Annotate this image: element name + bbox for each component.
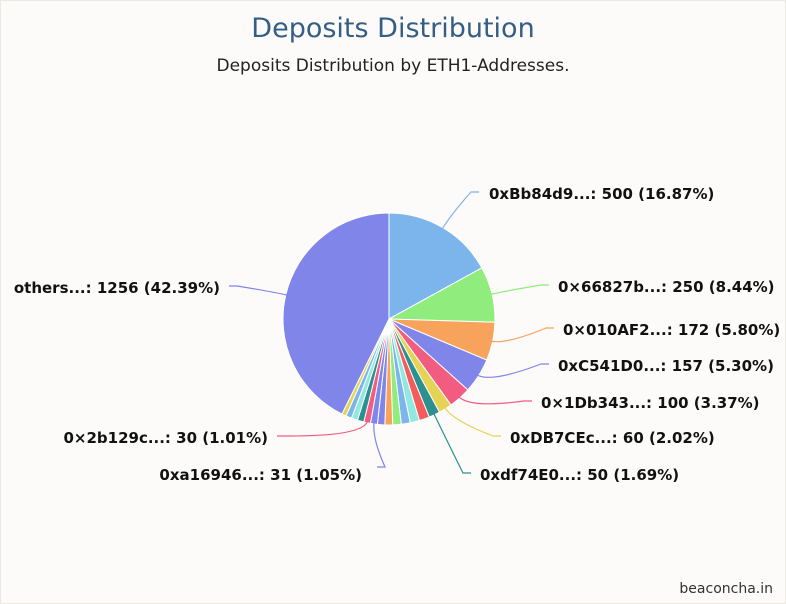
label-connector (373, 421, 386, 468)
label-connector (476, 363, 549, 378)
credits-link[interactable]: beaconcha.in (679, 581, 773, 597)
slice-data-label: others...: 1256 (42.39%) (14, 279, 220, 297)
label-connector (458, 395, 532, 405)
label-connector (489, 284, 549, 296)
slice-data-label: 0xDB7CEc...: 60 (2.02%) (510, 429, 715, 447)
slice-data-label: 0×010AF2...: 172 (5.80%) (563, 321, 780, 339)
chart-subtitle: Deposits Distribution by ETH1-Addresses. (216, 56, 570, 76)
slice-data-label: 0×1Db343...: 100 (3.37%) (541, 394, 760, 412)
chart-title: Deposits Distribution (251, 13, 535, 44)
slice-data-label: 0xBb84d9...: 500 (16.87%) (489, 185, 714, 203)
label-connector (433, 412, 471, 474)
label-connector (441, 191, 479, 230)
slice-data-label: 0xdf74E0...: 50 (1.69%) (480, 466, 679, 484)
label-connector (443, 406, 501, 437)
slice-data-label: 0xa16946...: 31 (1.05%) (159, 466, 362, 484)
slice-data-label: 0xC541D0...: 157 (5.30%) (558, 357, 774, 375)
label-connector (277, 420, 369, 437)
label-connector (490, 327, 554, 343)
label-connector (229, 285, 288, 296)
slice-data-label: 0×2b129c...: 30 (1.01%) (63, 429, 268, 447)
slice-data-label: 0×66827b...: 250 (8.44%) (558, 278, 775, 296)
